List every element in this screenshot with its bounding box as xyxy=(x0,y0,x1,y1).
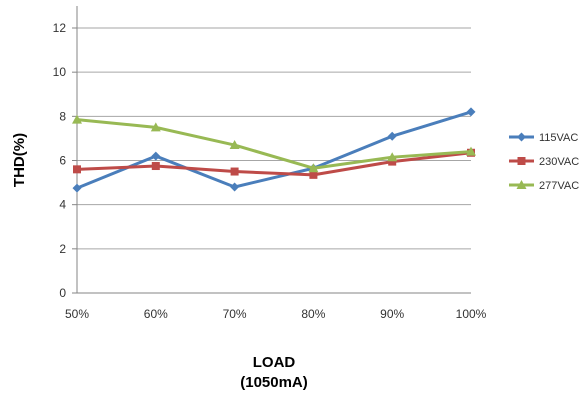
legend-label-230vac: 230VAC xyxy=(539,156,579,168)
data-point-230vac xyxy=(230,167,239,176)
x-tick-labels: 50% 60% 70% 80% 90% 100% xyxy=(65,307,487,321)
legend-label-115vac: 115VAC xyxy=(539,132,578,144)
y-tick-label: 4 xyxy=(59,198,66,212)
y-tick-label: 12 xyxy=(53,21,67,35)
data-point-230vac xyxy=(388,157,397,166)
data-point-230vac xyxy=(309,170,318,179)
data-point-277vac xyxy=(466,146,476,156)
series-lines xyxy=(72,107,476,193)
y-tick-labels: 0 2 4 6 8 10 12 xyxy=(53,21,67,300)
data-point-115vac xyxy=(72,183,82,193)
y-tick-label: 2 xyxy=(59,242,66,256)
legend-item-277vac: 277VAC xyxy=(509,180,579,192)
data-point-230vac xyxy=(73,165,81,174)
data-point-277vac xyxy=(308,163,319,173)
data-point-277vac xyxy=(72,114,82,124)
data-point-115vac xyxy=(466,107,476,117)
x-axis-label-line-1: LOAD xyxy=(253,354,296,371)
data-point-230vac xyxy=(151,162,160,171)
data-point-277vac xyxy=(387,152,398,162)
x-tick-label: 90% xyxy=(380,307,404,321)
x-tick-label: 80% xyxy=(301,307,325,321)
legend: 115VAC 230VAC 277VAC xyxy=(509,132,579,192)
legend-label-277vac: 277VAC xyxy=(539,180,579,192)
series-277vac xyxy=(72,114,476,173)
data-point-115vac xyxy=(230,182,240,192)
x-axis-label-line-2: (1050mA) xyxy=(240,374,308,391)
data-point-277vac xyxy=(150,122,161,132)
legend-item-115vac: 115VAC xyxy=(509,132,578,144)
y-axis-label: THD(%) xyxy=(11,133,28,187)
y-tick-label: 0 xyxy=(59,286,66,300)
legend-marker-230vac xyxy=(517,157,526,165)
legend-marker-277vac xyxy=(516,180,527,189)
series-line-115vac xyxy=(76,110,472,190)
x-tick-label: 100% xyxy=(456,307,487,321)
x-tick-label: 50% xyxy=(65,307,89,321)
x-tick-label: 60% xyxy=(144,307,168,321)
legend-item-230vac: 230VAC xyxy=(509,156,579,168)
y-tick-label: 6 xyxy=(59,154,66,168)
series-115vac xyxy=(72,107,476,193)
x-tick-label: 70% xyxy=(223,307,247,321)
data-point-115vac xyxy=(151,151,161,161)
y-tick-label: 8 xyxy=(59,109,66,123)
series-line-277vac xyxy=(76,118,472,170)
data-point-115vac xyxy=(387,131,397,141)
gridlines xyxy=(77,27,471,250)
axes xyxy=(72,6,471,294)
legend-marker-115vac xyxy=(517,132,526,142)
data-point-277vac xyxy=(229,140,240,150)
series-line-230vac xyxy=(76,151,472,177)
y-tick-label: 10 xyxy=(53,65,67,79)
